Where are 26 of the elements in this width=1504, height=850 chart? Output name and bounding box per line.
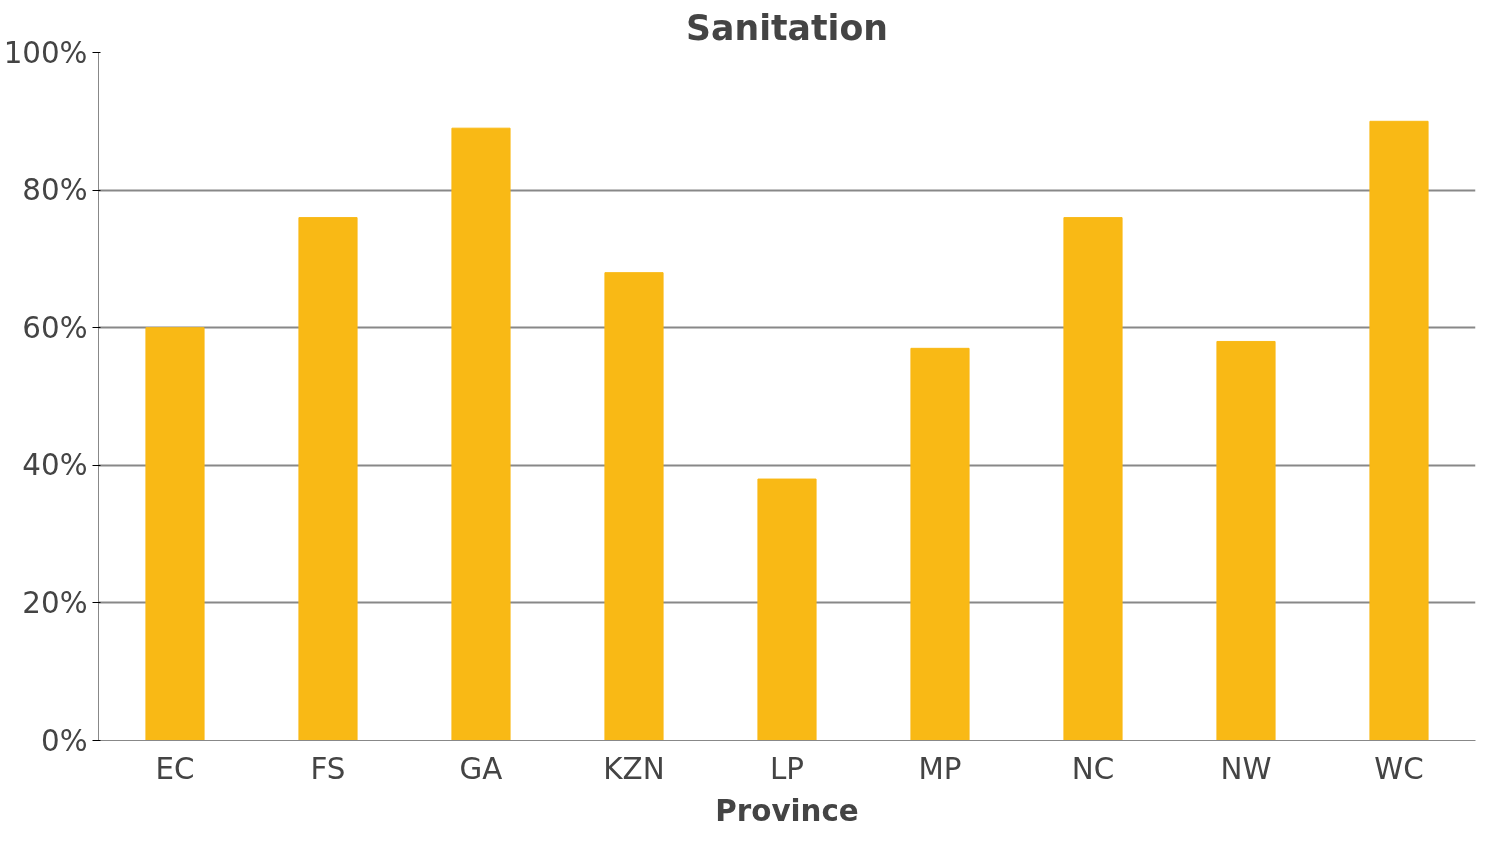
x-tick-label: MP: [918, 751, 962, 786]
x-tick-label: GA: [459, 751, 503, 786]
y-tick-label: 20%: [22, 585, 88, 620]
x-tick-label: KZN: [603, 751, 665, 786]
x-tick-label: EC: [155, 751, 195, 786]
x-axis-title: Province: [715, 793, 859, 828]
x-tick-label: LP: [769, 751, 805, 786]
bar: [604, 272, 664, 741]
y-tick-label: 40%: [22, 448, 88, 483]
x-tick-label: NC: [1071, 751, 1115, 786]
chart-title: Sanitation: [686, 7, 888, 48]
bar: [298, 217, 358, 741]
bar: [145, 327, 205, 741]
y-tick-label: 0%: [40, 723, 88, 758]
bar: [910, 347, 970, 741]
x-tick-label: WC: [1374, 751, 1424, 786]
y-tick-label: 100%: [3, 35, 88, 70]
bar: [451, 127, 511, 741]
bar: [1369, 120, 1429, 741]
y-tick-label: 60%: [22, 310, 88, 345]
x-tick-label: NW: [1220, 751, 1272, 786]
x-tick-label: FS: [310, 751, 346, 786]
bar: [1063, 217, 1123, 741]
bar: [757, 478, 817, 741]
y-tick-label: 80%: [22, 173, 88, 208]
bar: [1216, 340, 1276, 741]
